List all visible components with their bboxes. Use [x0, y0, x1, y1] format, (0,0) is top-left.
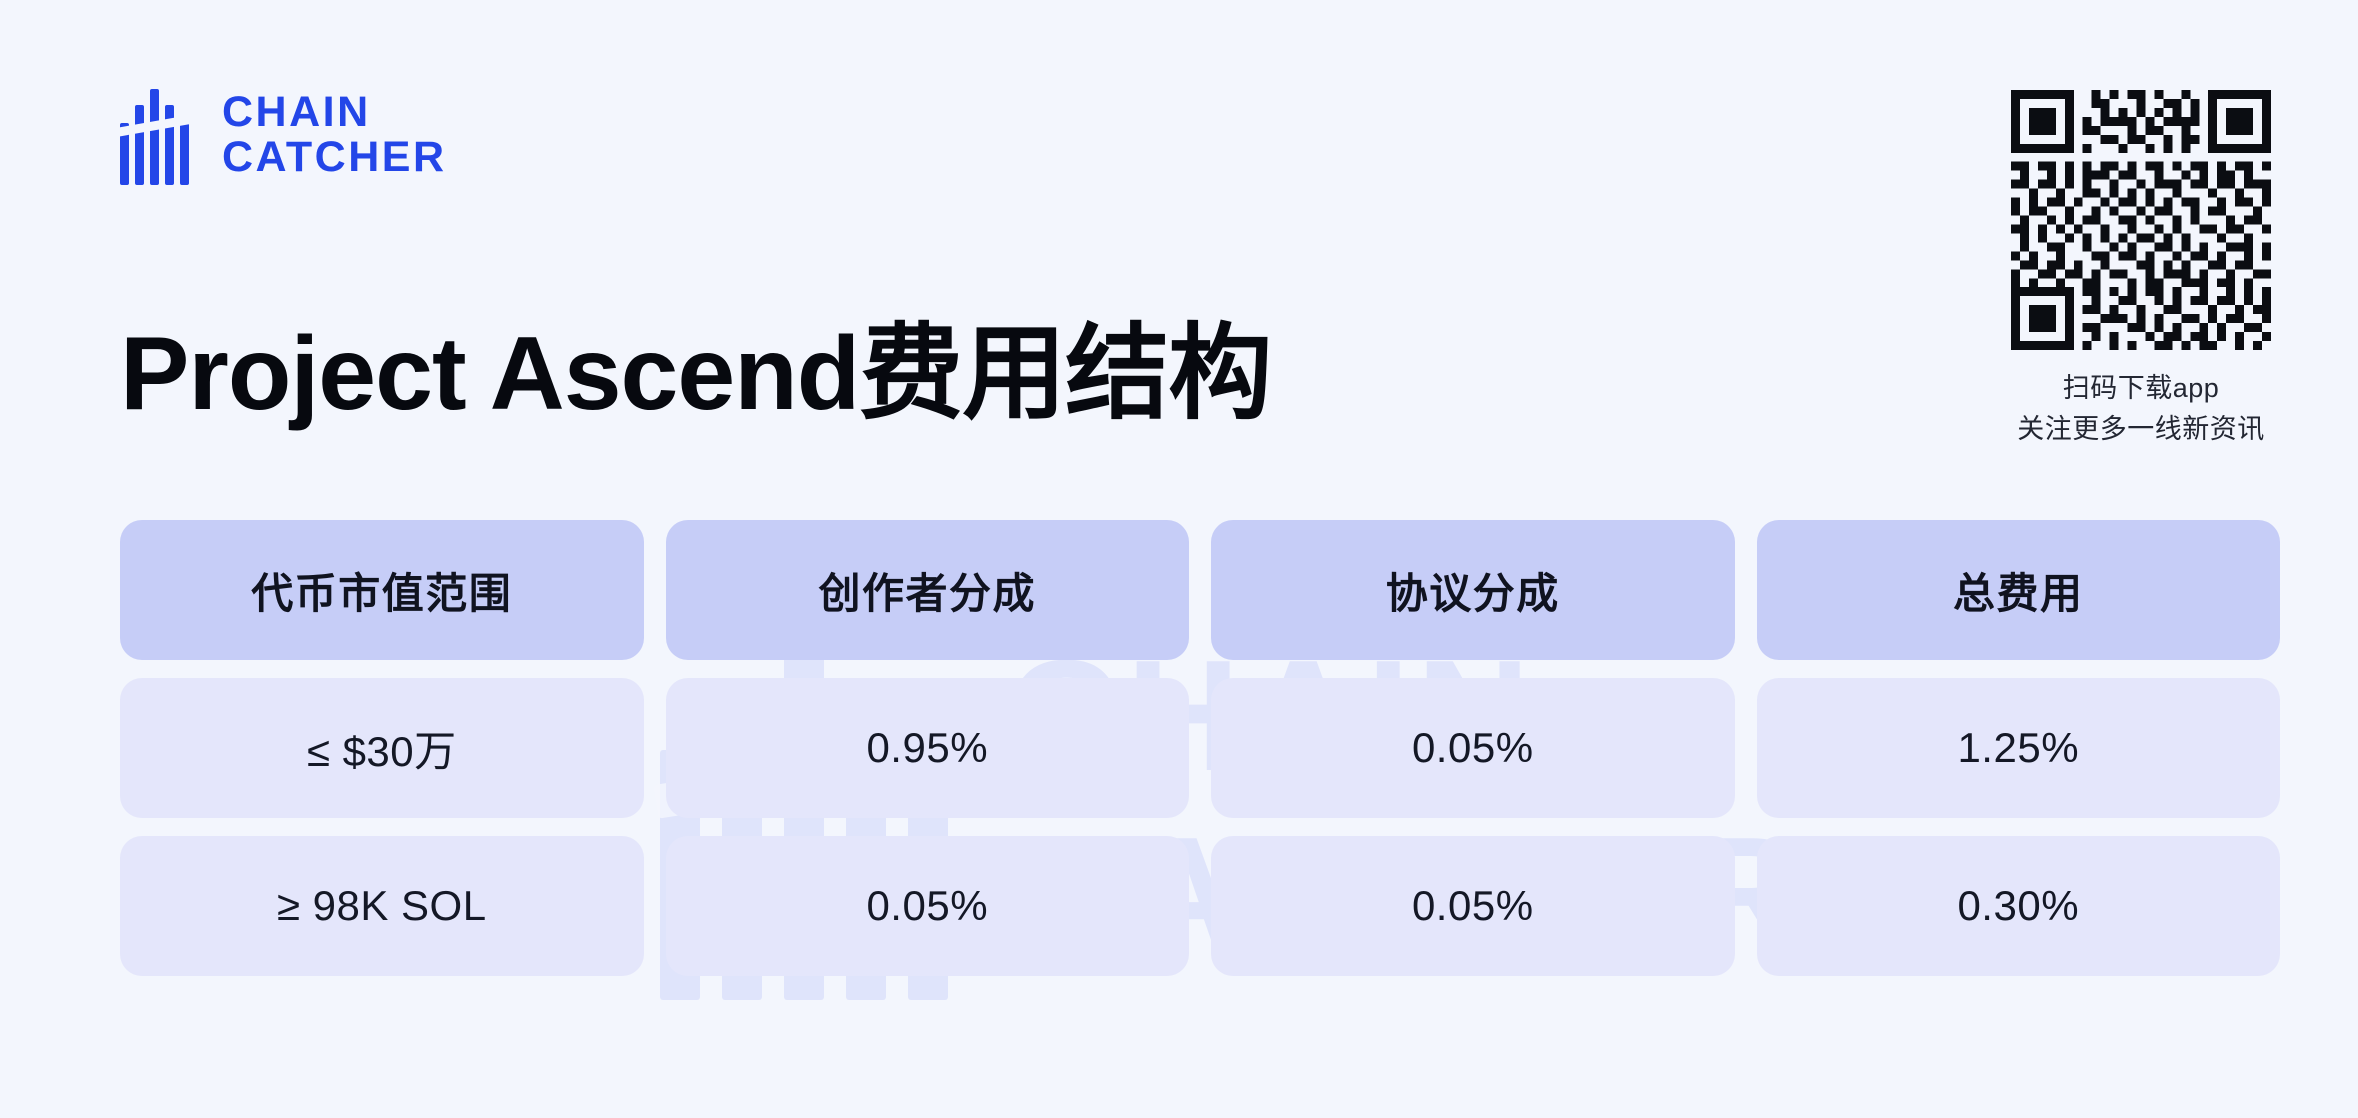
fee-structure-table: 代币市值范围 创作者分成 协议分成 总费用 ≤ $30万 0.95% 0.05%… [120, 520, 2280, 976]
table-row: ≥ 98K SOL 0.05% 0.05% 0.30% [120, 836, 2280, 976]
cell-protocol-share: 0.05% [1211, 678, 1735, 818]
cell-market-cap: ≤ $30万 [120, 678, 644, 818]
qr-caption-line-2: 关注更多一线新资讯 [2017, 414, 2265, 445]
page-title: Project Ascend费用结构 [120, 316, 1272, 432]
qr-block: 扫码下载app 关注更多一线新资讯 [2002, 90, 2280, 450]
cell-creator-share: 0.95% [665, 678, 1189, 818]
qr-caption: 扫码下载app 关注更多一线新资讯 [2017, 368, 2265, 450]
brand-wordmark: CHAIN CATCHER [222, 90, 447, 179]
qr-code-icon[interactable] [2011, 90, 2271, 350]
table-header-row: 代币市值范围 创作者分成 协议分成 总费用 [120, 520, 2280, 660]
qr-caption-line-1: 扫码下载app [2062, 373, 2220, 403]
cell-protocol-share: 0.05% [1211, 836, 1735, 976]
column-header-total-fee: 总费用 [1756, 520, 2280, 660]
column-header-market-cap: 代币市值范围 [120, 520, 644, 660]
cell-creator-share: 0.05% [665, 836, 1189, 976]
table-row: ≤ $30万 0.95% 0.05% 1.25% [120, 678, 2280, 818]
brand-logo[interactable]: CHAIN CATCHER [115, 85, 447, 185]
cell-total-fee: 1.25% [1756, 678, 2280, 818]
column-header-creator-share: 创作者分成 [665, 520, 1189, 660]
cell-total-fee: 0.30% [1756, 836, 2280, 976]
column-header-protocol-share: 协议分成 [1211, 520, 1735, 660]
brand-line-2: CATCHER [222, 133, 447, 181]
brand-line-1: CHAIN [222, 88, 371, 137]
cell-market-cap: ≥ 98K SOL [120, 836, 644, 976]
chain-catcher-bars-icon [115, 85, 197, 185]
